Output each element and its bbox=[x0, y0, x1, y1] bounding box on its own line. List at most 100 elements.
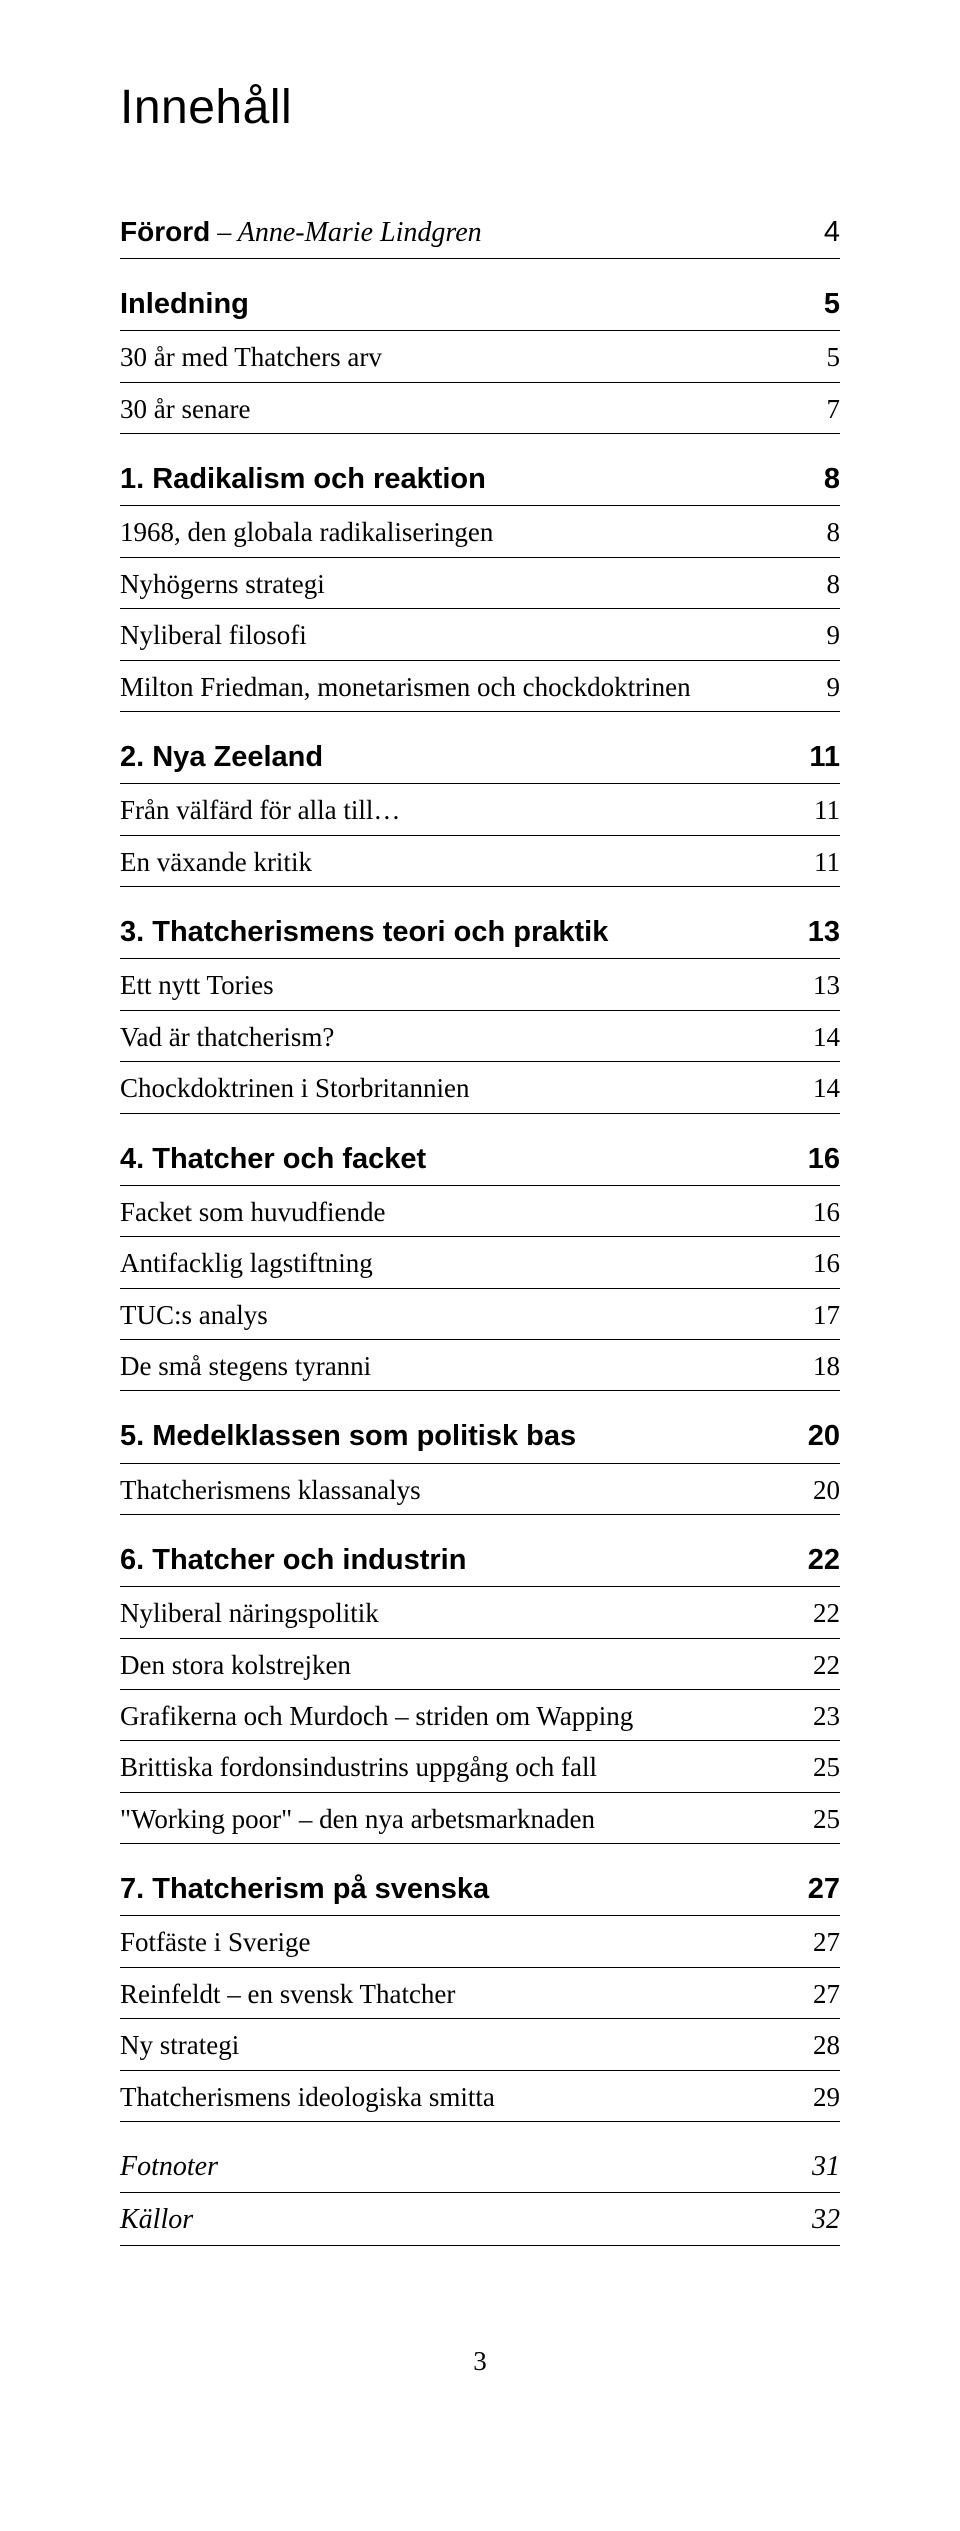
toc-label: Inledning bbox=[120, 285, 249, 324]
toc-label: 5. Medelklassen som politisk bas bbox=[120, 1417, 576, 1456]
toc-row: Antifacklig lagstiftning 16 bbox=[120, 1237, 840, 1288]
toc-row: Från välfärd för alla till… 11 bbox=[120, 784, 840, 835]
toc-label: 1968, den globala radikaliseringen bbox=[120, 514, 493, 550]
toc-page-number: 4 bbox=[824, 213, 840, 252]
toc-page-number: 14 bbox=[813, 1070, 840, 1106]
table-of-contents: Förord – Anne-Marie Lindgren4Inledning53… bbox=[120, 205, 840, 2246]
toc-label: Nyliberal filosofi bbox=[120, 617, 307, 653]
toc-row: Vad är thatcherism? 14 bbox=[120, 1011, 840, 1062]
toc-label: Vad är thatcherism? bbox=[120, 1019, 334, 1055]
toc-page-number: 9 bbox=[827, 669, 841, 705]
toc-label: Milton Friedman, monetarismen och chockd… bbox=[120, 669, 691, 705]
toc-label: De små stegens tyranni bbox=[120, 1348, 371, 1384]
toc-row: TUC:s analys 17 bbox=[120, 1289, 840, 1340]
toc-label: Antifacklig lagstiftning bbox=[120, 1245, 373, 1281]
toc-row: Thatcherismens klassanalys20 bbox=[120, 1464, 840, 1515]
toc-page-number: 8 bbox=[827, 514, 841, 550]
toc-row: Reinfeldt – en svensk Thatcher 27 bbox=[120, 1968, 840, 2019]
toc-label: Från välfärd för alla till… bbox=[120, 792, 400, 828]
toc-page-number: 11 bbox=[809, 738, 840, 777]
toc-row: 1968, den globala radikaliseringen 8 bbox=[120, 506, 840, 557]
toc-page-number: 16 bbox=[813, 1194, 840, 1230]
toc-label: "Working poor" – den nya arbetsmarknaden bbox=[120, 1801, 595, 1837]
toc-page-number: 22 bbox=[813, 1647, 840, 1683]
toc-row: 6. Thatcher och industrin 22 bbox=[120, 1533, 840, 1587]
toc-label: 6. Thatcher och industrin bbox=[120, 1541, 466, 1580]
toc-page-number: 22 bbox=[808, 1541, 840, 1580]
page-title: Innehåll bbox=[120, 80, 840, 135]
toc-row: Chockdoktrinen i Storbritannien 14 bbox=[120, 1062, 840, 1113]
toc-label: 3. Thatcherismens teori och praktik bbox=[120, 913, 608, 952]
toc-label: Thatcherismens klassanalys bbox=[120, 1472, 421, 1508]
toc-label: Förord – Anne-Marie Lindgren bbox=[120, 213, 482, 252]
toc-row: Ett nytt Tories13 bbox=[120, 959, 840, 1010]
toc-row: Grafikerna och Murdoch – striden om Wapp… bbox=[120, 1690, 840, 1741]
toc-label: Chockdoktrinen i Storbritannien bbox=[120, 1070, 469, 1106]
toc-row: En växande kritik 11 bbox=[120, 836, 840, 887]
toc-row: Den stora kolstrejken 22 bbox=[120, 1639, 840, 1690]
toc-page-number: 22 bbox=[813, 1595, 840, 1631]
toc-page-number: 7 bbox=[827, 391, 841, 427]
toc-row: "Working poor" – den nya arbetsmarknaden… bbox=[120, 1793, 840, 1844]
toc-label: Fotnoter bbox=[120, 2148, 218, 2186]
toc-page-number: 13 bbox=[808, 913, 840, 952]
toc-page-number: 5 bbox=[824, 285, 840, 324]
toc-label: 30 år senare bbox=[120, 391, 250, 427]
toc-label: Källor bbox=[120, 2201, 193, 2239]
toc-page-number: 29 bbox=[813, 2079, 840, 2115]
toc-page-number: 8 bbox=[824, 460, 840, 499]
toc-label: Grafikerna och Murdoch – striden om Wapp… bbox=[120, 1698, 633, 1734]
toc-label: TUC:s analys bbox=[120, 1297, 268, 1333]
toc-page-number: 20 bbox=[808, 1417, 840, 1456]
toc-row: Nyliberal näringspolitik 22 bbox=[120, 1587, 840, 1638]
toc-page-number: 27 bbox=[808, 1870, 840, 1909]
toc-page-number: 27 bbox=[813, 1976, 840, 2012]
toc-row: Thatcherismens ideologiska smitta29 bbox=[120, 2071, 840, 2122]
toc-row: 30 år senare 7 bbox=[120, 383, 840, 434]
toc-label: Ny strategi bbox=[120, 2027, 239, 2063]
toc-page-number: 25 bbox=[813, 1749, 840, 1785]
toc-page-number: 16 bbox=[813, 1245, 840, 1281]
toc-page-number: 32 bbox=[812, 2201, 840, 2239]
toc-page-number: 27 bbox=[813, 1924, 840, 1960]
toc-row: Nyhögerns strategi 8 bbox=[120, 558, 840, 609]
page-number: 3 bbox=[120, 2346, 840, 2377]
toc-row: Fotfäste i Sverige 27 bbox=[120, 1916, 840, 1967]
toc-label: 7. Thatcherism på svenska bbox=[120, 1870, 489, 1909]
toc-page-number: 18 bbox=[813, 1348, 840, 1384]
toc-row: De små stegens tyranni 18 bbox=[120, 1340, 840, 1391]
toc-row: Facket som huvudfiende 16 bbox=[120, 1186, 840, 1237]
toc-row: Ny strategi28 bbox=[120, 2019, 840, 2070]
toc-page-number: 14 bbox=[813, 1019, 840, 1055]
toc-page-number: 8 bbox=[827, 566, 841, 602]
toc-label: Brittiska fordonsindustrins uppgång och … bbox=[120, 1749, 597, 1785]
toc-row: Brittiska fordonsindustrins uppgång och … bbox=[120, 1741, 840, 1792]
toc-row: Fotnoter 31 bbox=[120, 2140, 840, 2193]
toc-label: 1. Radikalism och reaktion bbox=[120, 460, 486, 499]
toc-row: 30 år med Thatchers arv5 bbox=[120, 331, 840, 382]
toc-row: 4. Thatcher och facket 16 bbox=[120, 1132, 840, 1186]
toc-page-number: 31 bbox=[812, 2148, 840, 2186]
toc-row: 2. Nya Zeeland 11 bbox=[120, 730, 840, 784]
toc-page-number: 17 bbox=[813, 1297, 840, 1333]
toc-label: 4. Thatcher och facket bbox=[120, 1140, 426, 1179]
toc-label: Ett nytt Tories bbox=[120, 967, 274, 1003]
toc-page-number: 5 bbox=[827, 339, 841, 375]
toc-row: 3. Thatcherismens teori och praktik 13 bbox=[120, 905, 840, 959]
toc-page-number: 9 bbox=[827, 617, 841, 653]
toc-row: 5. Medelklassen som politisk bas 20 bbox=[120, 1409, 840, 1463]
toc-row: 1. Radikalism och reaktion 8 bbox=[120, 452, 840, 506]
toc-label: Facket som huvudfiende bbox=[120, 1194, 385, 1230]
toc-page-number: 11 bbox=[814, 792, 840, 828]
toc-label: Nyhögerns strategi bbox=[120, 566, 325, 602]
toc-label: En växande kritik bbox=[120, 844, 312, 880]
toc-label: Den stora kolstrejken bbox=[120, 1647, 351, 1683]
toc-label: Nyliberal näringspolitik bbox=[120, 1595, 379, 1631]
toc-row: Milton Friedman, monetarismen och chockd… bbox=[120, 661, 840, 712]
toc-label: 2. Nya Zeeland bbox=[120, 738, 323, 777]
toc-page-number: 11 bbox=[814, 844, 840, 880]
toc-row: Förord – Anne-Marie Lindgren 4 bbox=[120, 205, 840, 259]
toc-page-number: 16 bbox=[808, 1140, 840, 1179]
toc-label: Reinfeldt – en svensk Thatcher bbox=[120, 1976, 455, 2012]
toc-label: Fotfäste i Sverige bbox=[120, 1924, 310, 1960]
